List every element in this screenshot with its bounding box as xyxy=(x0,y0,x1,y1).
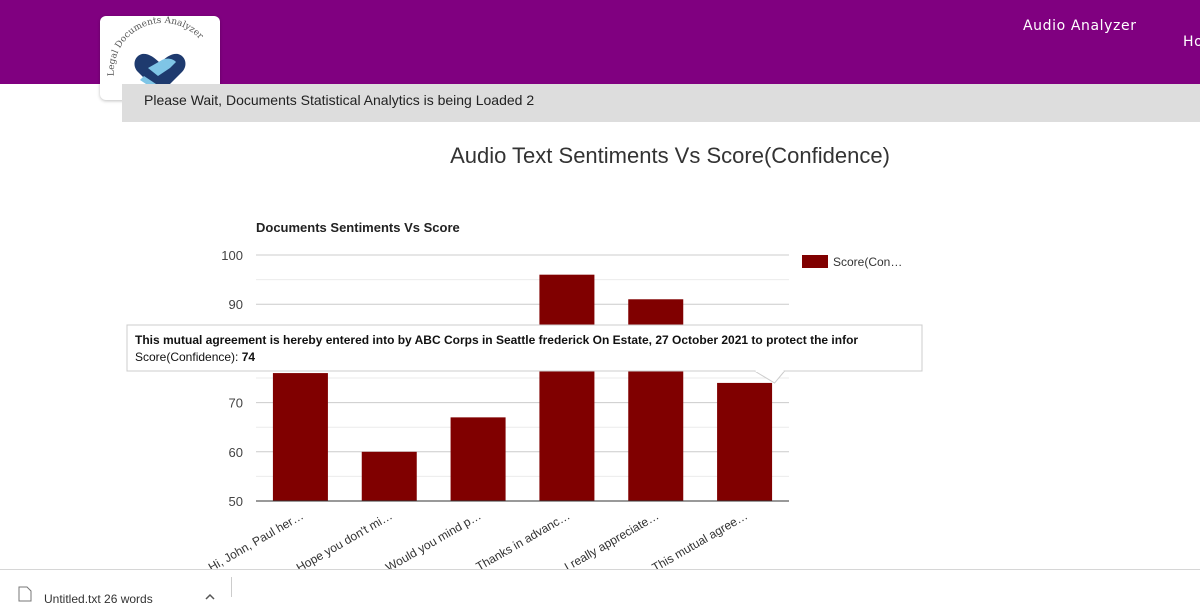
legend-label: Score(Con… xyxy=(833,255,902,269)
x-tick-label: Hi, John, Paul her… xyxy=(206,508,306,572)
nav-audio-analyzer[interactable]: Audio Analyzer xyxy=(1023,18,1137,34)
bar xyxy=(272,373,328,501)
loading-text: Please Wait, Documents Statistical Analy… xyxy=(144,92,535,108)
app-logo[interactable]: Legal Documents Analyzer xyxy=(100,16,220,100)
y-tick-label: 100 xyxy=(221,248,243,263)
nav-home[interactable]: Ho xyxy=(1183,34,1200,50)
tooltip-value: Score(Confidence): 74 xyxy=(135,350,255,364)
top-navbar: Legal Documents Analyzer Audio Analyzer … xyxy=(0,0,1200,100)
y-tick-label: 60 xyxy=(229,445,243,460)
y-tick-label: 90 xyxy=(229,297,243,312)
x-tick-label: Would you mind p… xyxy=(383,508,483,572)
tooltip-title: This mutual agreement is hereby entered … xyxy=(135,333,858,347)
bar xyxy=(361,451,417,501)
tooltip-pointer xyxy=(754,370,785,384)
downloads-bar: Untitled.txt 26 words xyxy=(0,569,1200,606)
chevron-up-icon[interactable] xyxy=(205,592,215,600)
file-icon xyxy=(18,586,32,602)
legend-swatch xyxy=(802,255,828,268)
chart-title: Documents Sentiments Vs Score xyxy=(256,220,460,235)
bar xyxy=(539,274,595,501)
bar xyxy=(450,417,506,501)
tooltip-box xyxy=(126,324,923,372)
x-tick-label: This mutual agree… xyxy=(650,508,751,572)
page-title: Audio Text Sentiments Vs Score(Confidenc… xyxy=(450,143,890,168)
download-file-name[interactable]: Untitled.txt 26 words xyxy=(44,592,153,606)
x-tick-label: Hope you don't mi… xyxy=(294,508,395,572)
y-tick-label: 50 xyxy=(229,494,243,509)
handshake-logo-icon: Legal Documents Analyzer xyxy=(107,16,205,94)
divider xyxy=(231,577,232,597)
bar xyxy=(717,382,773,501)
x-tick-label: Thanks in advanc… xyxy=(474,508,573,572)
y-tick-label: 70 xyxy=(229,396,243,411)
x-tick-label: I really appreciate… xyxy=(562,508,661,572)
loading-banner xyxy=(122,84,1200,122)
sentiment-score-chart: Documents Sentiments Vs Score 5060708090… xyxy=(126,220,923,572)
